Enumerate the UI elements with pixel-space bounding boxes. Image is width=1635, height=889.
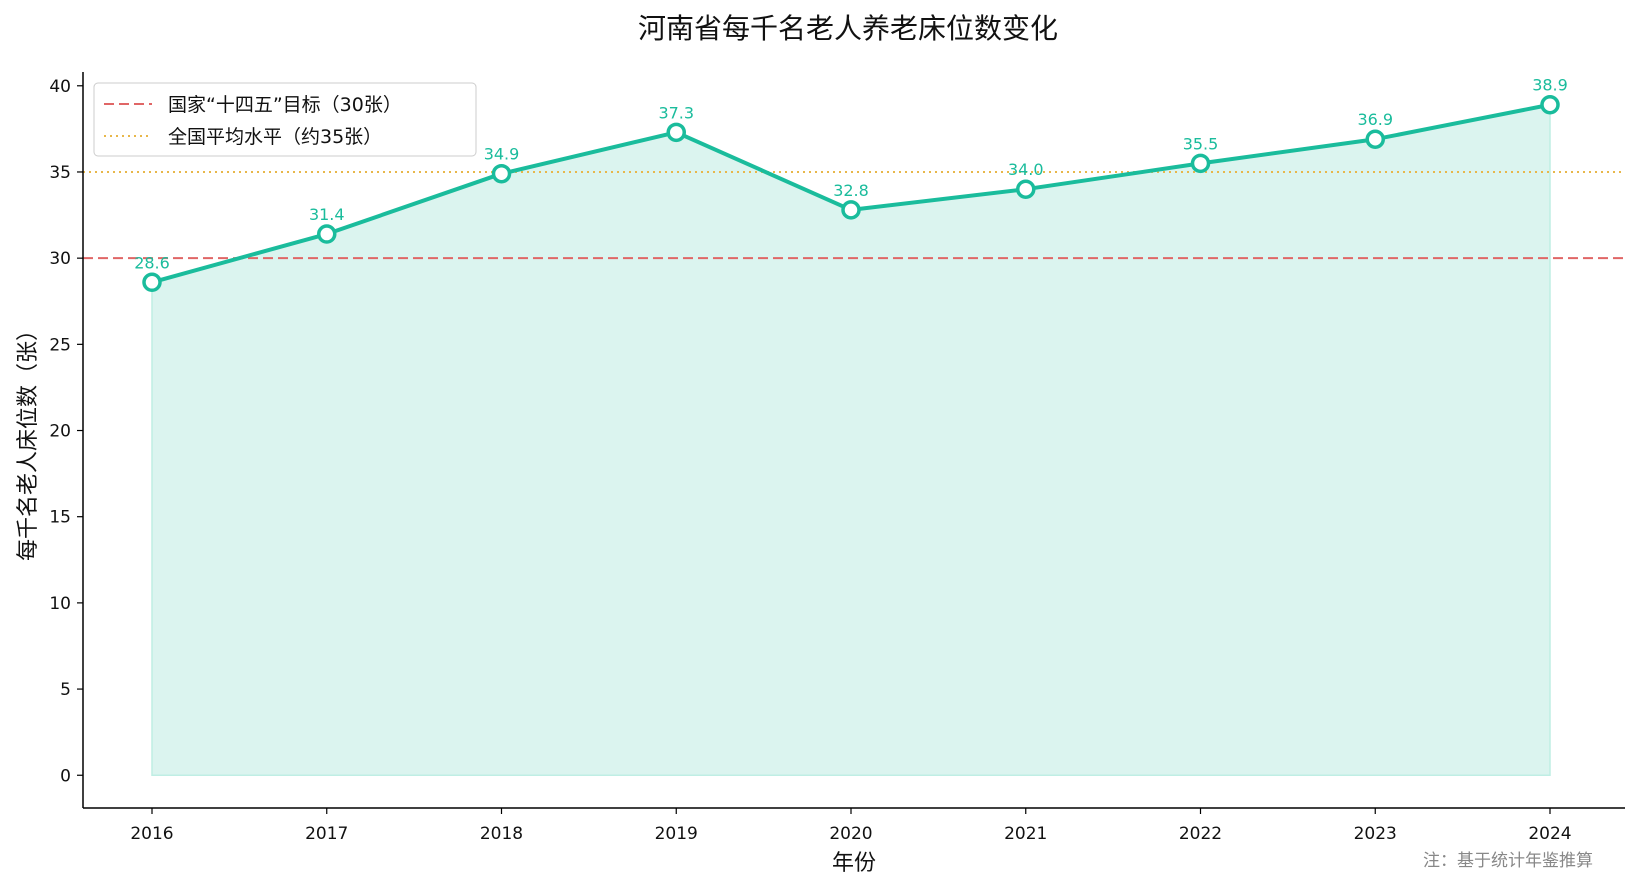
data-label-2020: 32.8 (833, 181, 869, 200)
legend-box (93, 82, 477, 157)
data-label-2016: 28.6 (134, 253, 170, 272)
data-label-2023: 36.9 (1357, 110, 1393, 129)
y-tick-label-15: 15 (49, 508, 71, 528)
data-point-2023 (1365, 129, 1385, 149)
y-tick-label-20: 20 (49, 422, 71, 442)
x-tick-label-2016: 2016 (130, 824, 173, 844)
legend-label-target-line: 国家“十四五”目标（30张） (168, 94, 402, 116)
data-label-2021: 34.0 (1008, 160, 1044, 179)
footnote: 注：基于统计年鉴推算 (1423, 851, 1593, 871)
y-axis-label: 每千名老人床位数（张） (16, 319, 41, 561)
y-ticks-group: 0 5 10 15 20 25 30 35 40 (49, 77, 83, 786)
data-point-2017 (317, 224, 337, 244)
y-tick-label-30: 30 (49, 249, 71, 269)
data-label-2018: 34.9 (484, 145, 520, 164)
data-point-2022 (1190, 153, 1211, 174)
x-tick-label-2018: 2018 (480, 824, 523, 844)
reference-lines-group (83, 170, 1625, 260)
series-group (142, 94, 1560, 293)
data-point-2020 (841, 200, 861, 220)
data-label-2019: 37.3 (658, 103, 694, 122)
x-tick-label-2021: 2021 (1004, 824, 1047, 844)
data-point-2019 (666, 122, 686, 143)
data-labels-group: 28.6 31.4 34.9 37.3 32.8 34.0 35.5 36.9 38.9 (134, 76, 1568, 273)
x-tick-label-2019: 2019 (655, 824, 698, 844)
data-point-2018 (491, 163, 512, 184)
data-point-2024 (1540, 94, 1560, 115)
x-tick-label-2020: 2020 (829, 824, 872, 844)
x-axis-label: 年份 (832, 851, 876, 876)
y-tick-label-0: 0 (60, 766, 71, 786)
chart-title: 河南省每千名老人养老床位数变化 (638, 12, 1058, 45)
legend: 国家“十四五”目标（30张） 全国平均水平（约35张） (93, 82, 477, 157)
x-tick-label-2017: 2017 (305, 824, 348, 844)
y-tick-label-35: 35 (49, 163, 71, 183)
data-label-2024: 38.9 (1532, 76, 1568, 95)
y-tick-label-25: 25 (49, 335, 71, 355)
data-label-2022: 35.5 (1183, 134, 1219, 153)
data-point-2016 (142, 272, 162, 293)
data-point-2021 (1016, 179, 1036, 199)
y-tick-label-10: 10 (49, 594, 71, 614)
axes-group (82, 72, 1625, 809)
y-tick-label-40: 40 (49, 77, 71, 97)
x-ticks-group: 2016 2017 2018 2019 2020 2021 2022 2023 2024 (130, 808, 1572, 844)
x-tick-label-2023: 2023 (1354, 824, 1397, 844)
legend-label-national-average: 全国平均水平（约35张） (168, 126, 382, 148)
data-label-2017: 31.4 (309, 205, 345, 224)
y-tick-label-5: 5 (60, 680, 71, 700)
x-tick-label-2022: 2022 (1179, 824, 1222, 844)
x-tick-label-2024: 2024 (1528, 824, 1571, 844)
